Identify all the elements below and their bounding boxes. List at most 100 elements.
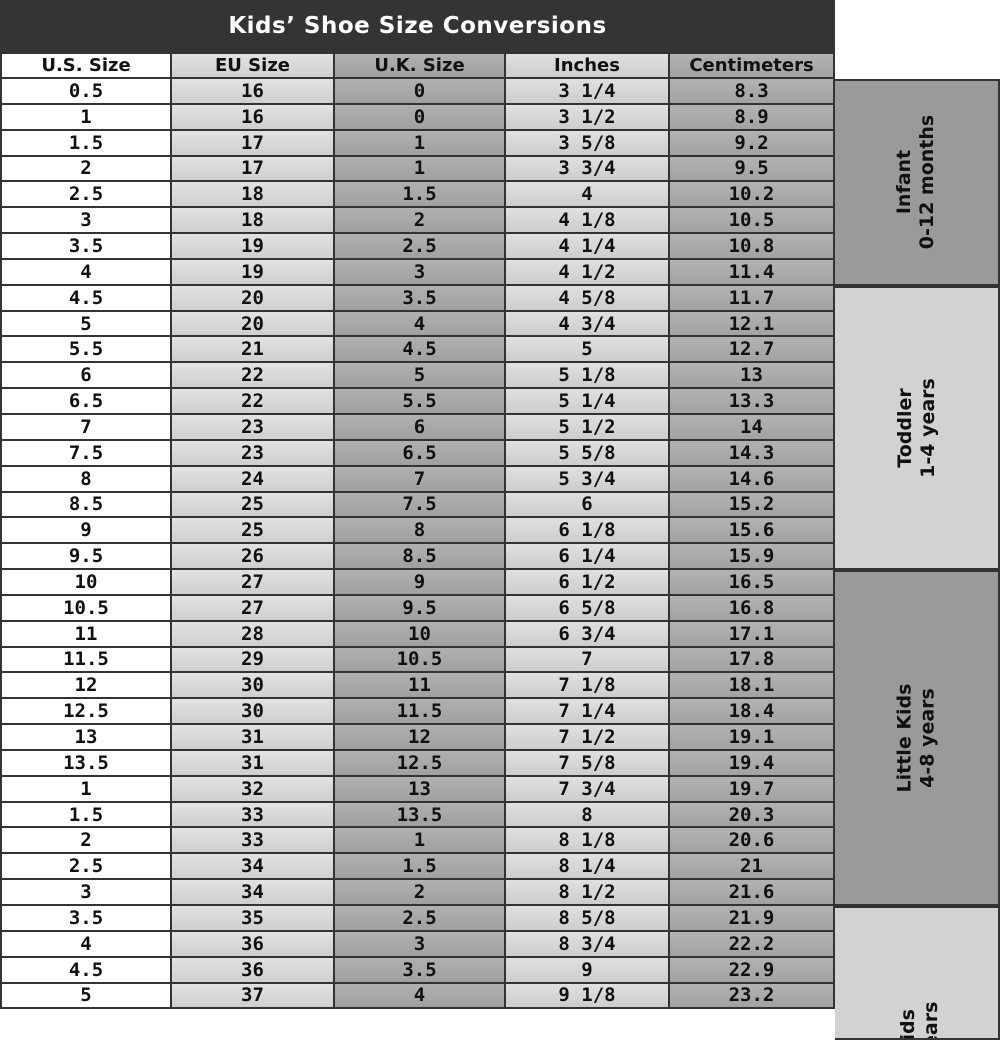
table-row: 11.5 29 10.5 7 17.8: [0, 647, 835, 674]
age-group-label: Toddler 1-4 years: [894, 378, 940, 478]
cell-centimeters: 21.9: [670, 906, 835, 932]
cell-us-size: 3.5: [0, 906, 172, 932]
cell-eu-size: 31: [172, 725, 335, 751]
age-group-name: Little Kids: [893, 683, 916, 793]
cell-uk-size: 7: [335, 466, 506, 493]
cell-uk-size: 0: [335, 79, 506, 105]
cell-us-size: 11: [0, 621, 172, 648]
table-header: U.S. Size EU Size U.K. Size Inches Centi…: [0, 52, 835, 79]
cell-eu-size: 30: [172, 699, 335, 726]
cell-uk-size: 13.5: [335, 802, 506, 829]
table-row: 9 25 8 6 1/8 15.6: [0, 518, 835, 545]
cell-centimeters: 19.1: [670, 725, 835, 751]
cell-inches: 4 5/8: [506, 285, 670, 312]
cell-centimeters: 19.7: [670, 776, 835, 803]
cell-centimeters: 20.3: [670, 802, 835, 829]
cell-eu-size: 18: [172, 182, 335, 209]
cell-centimeters: 12.7: [670, 337, 835, 364]
cell-centimeters: 21: [670, 854, 835, 881]
cell-inches: 7 1/4: [506, 699, 670, 726]
cell-eu-size: 19: [172, 234, 335, 260]
age-group-range: 4-8 years: [916, 688, 939, 789]
cell-uk-size: 2: [335, 880, 506, 906]
cell-us-size: 3: [0, 208, 172, 235]
cell-inches: 5 1/2: [506, 414, 670, 441]
cell-eu-size: 23: [172, 440, 335, 467]
cell-inches: 6 5/8: [506, 595, 670, 622]
cell-us-size: 13: [0, 725, 172, 751]
table-row: 3.5 35 2.5 8 5/8 21.9: [0, 906, 835, 932]
cell-eu-size: 17: [172, 130, 335, 157]
cell-inches: 4 1/8: [506, 208, 670, 235]
cell-centimeters: 19.4: [670, 750, 835, 777]
cell-centimeters: 14.3: [670, 440, 835, 467]
cell-us-size: 12.5: [0, 699, 172, 726]
cell-us-size: 4.5: [0, 285, 172, 312]
table-row: 7 23 6 5 1/2 14: [0, 414, 835, 441]
cell-inches: 9 1/8: [506, 983, 670, 1010]
cell-eu-size: 27: [172, 570, 335, 596]
table-row: 11 28 10 6 3/4 17.1: [0, 621, 835, 648]
cell-us-size: 5: [0, 983, 172, 1010]
table-row: 10.5 27 9.5 6 5/8 16.8: [0, 595, 835, 622]
table-row: 2.5 18 1.5 4 10.2: [0, 182, 835, 209]
cell-us-size: 6.5: [0, 389, 172, 415]
cell-centimeters: 15.9: [670, 544, 835, 571]
cell-us-size: 0.5: [0, 79, 172, 105]
cell-eu-size: 31: [172, 750, 335, 777]
cell-inches: 8 1/8: [506, 828, 670, 855]
cell-eu-size: 36: [172, 931, 335, 958]
cell-uk-size: 1: [335, 156, 506, 183]
table-row: 1.5 33 13.5 8 20.3: [0, 802, 835, 829]
cell-centimeters: 17.8: [670, 647, 835, 674]
cell-centimeters: 16.8: [670, 595, 835, 622]
cell-us-size: 4: [0, 931, 172, 958]
cell-us-size: 2.5: [0, 854, 172, 881]
cell-centimeters: 11.4: [670, 259, 835, 286]
cell-us-size: 10: [0, 570, 172, 596]
cell-centimeters: 13.3: [670, 389, 835, 415]
table-row: 5.5 21 4.5 5 12.7: [0, 337, 835, 364]
cell-inches: 7 1/8: [506, 673, 670, 700]
cell-us-size: 10.5: [0, 595, 172, 622]
table-row: 1.5 17 1 3 5/8 9.2: [0, 130, 835, 157]
cell-uk-size: 13: [335, 776, 506, 803]
cell-eu-size: 21: [172, 337, 335, 364]
age-group-label: Little Kids 4-8 years: [893, 684, 939, 793]
cell-centimeters: 17.1: [670, 621, 835, 648]
cell-centimeters: 10.2: [670, 182, 835, 209]
cell-centimeters: 9.2: [670, 130, 835, 157]
cell-inches: 5 3/4: [506, 466, 670, 493]
cell-eu-size: 22: [172, 363, 335, 390]
cell-uk-size: 3.5: [335, 285, 506, 312]
cell-uk-size: 12.5: [335, 750, 506, 777]
table-row: 5 20 4 4 3/4 12.1: [0, 311, 835, 338]
table-row: 6 22 5 5 1/8 13: [0, 363, 835, 390]
cell-uk-size: 6.5: [335, 440, 506, 467]
cell-eu-size: 33: [172, 802, 335, 829]
cell-us-size: 9.5: [0, 544, 172, 571]
table-row: 2 33 1 8 1/8 20.6: [0, 828, 835, 855]
cell-inches: 8 5/8: [506, 906, 670, 932]
table-row: 3 34 2 8 1/2 21.6: [0, 880, 835, 906]
cell-uk-size: 10: [335, 621, 506, 648]
cell-uk-size: 0: [335, 104, 506, 131]
cell-eu-size: 18: [172, 208, 335, 235]
cell-uk-size: 9.5: [335, 595, 506, 622]
table-row: 1 32 13 7 3/4 19.7: [0, 776, 835, 803]
cell-eu-size: 20: [172, 285, 335, 312]
table-row: 6.5 22 5.5 5 1/4 13.3: [0, 389, 835, 415]
cell-us-size: 5.5: [0, 337, 172, 364]
age-group: Little Kids 4-8 years: [835, 570, 1000, 907]
table-row: 4 36 3 8 3/4 22.2: [0, 931, 835, 958]
cell-eu-size: 27: [172, 595, 335, 622]
cell-centimeters: 21.6: [670, 880, 835, 906]
table-row: 3.5 19 2.5 4 1/4 10.8: [0, 234, 835, 260]
cell-uk-size: 1: [335, 130, 506, 157]
table-row: 1 16 0 3 1/2 8.9: [0, 104, 835, 131]
cell-inches: 3 1/4: [506, 79, 670, 105]
cell-uk-size: 9: [335, 570, 506, 596]
cell-us-size: 1.5: [0, 130, 172, 157]
age-group-name: Toddler: [893, 388, 916, 468]
table-row: 4.5 20 3.5 4 5/8 11.7: [0, 285, 835, 312]
